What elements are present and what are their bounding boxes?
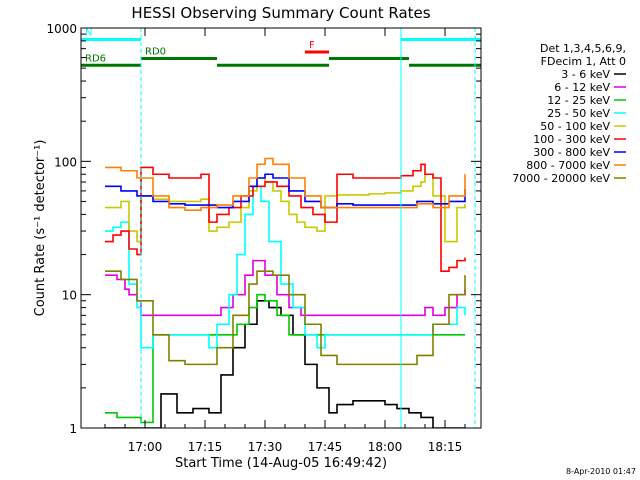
x-tick-label: 17:45 [308, 440, 343, 454]
legend-header-line: Det 1,3,4,5,6,9, [540, 42, 626, 55]
annotation-label-f: F [309, 40, 315, 51]
x-tick-label: 17:15 [188, 440, 223, 454]
x-tick-label: 18:00 [368, 440, 403, 454]
legend-entry-label: 50 - 100 keV [540, 120, 610, 133]
legend-header-line: FDecim 1, Att 0 [541, 55, 626, 68]
series-line-6 [105, 163, 466, 272]
legend-entry-label: 300 - 800 keV [533, 146, 610, 159]
generated-timestamp: 8-Apr-2010 01:47 [566, 467, 636, 476]
x-tick-label: 17:00 [128, 440, 163, 454]
y-tick-label: 100 [54, 155, 77, 169]
legend-entry-label: 800 - 7000 keV [526, 159, 610, 172]
series-line-5 [105, 173, 466, 243]
legend-entry-label: 25 - 50 keV [547, 107, 610, 120]
y-axis-label: Count Rate (s⁻¹ detector⁻¹) [33, 140, 48, 317]
series-line-8 [105, 157, 466, 212]
annotations-layer: N F RD0 RD6 [81, 27, 481, 67]
legend-entry-label: 7000 - 20000 keV [512, 172, 610, 185]
series-layer [105, 157, 466, 428]
x-axis: 17:00 17:15 17:30 17:45 18:00 18:15 [104, 28, 466, 454]
y-axis: 1 10 100 1000 [46, 22, 481, 436]
x-tick-label: 18:15 [428, 440, 463, 454]
plot-frame [80, 27, 482, 429]
series-line-1 [105, 299, 465, 428]
legend-entry-label: 6 - 12 keV [554, 81, 610, 94]
legend: Det 1,3,4,5,6,9,FDecim 1, Att 03 - 6 keV… [512, 42, 626, 185]
y-tick-label: 1 [69, 422, 77, 436]
y-tick-label: 1000 [46, 22, 77, 36]
series-line-9 [105, 270, 466, 366]
annotation-label-rd0: RD0 [145, 47, 166, 58]
legend-entry-label: 100 - 300 keV [533, 133, 610, 146]
annotation-label-rd6: RD6 [85, 53, 106, 64]
chart-title: HESSI Observing Summary Count Rates [131, 4, 430, 22]
x-tick-label: 17:30 [248, 440, 283, 454]
x-axis-label: Start Time (14-Aug-05 16:49:42) [175, 456, 387, 471]
annotation-label-n: N [85, 27, 92, 38]
legend-entry-label: 3 - 6 keV [561, 68, 610, 81]
vertical-markers-layer [140, 28, 476, 428]
y-tick-label: 10 [62, 289, 77, 303]
series-line-4 [105, 185, 466, 349]
legend-entry-label: 12 - 25 keV [547, 94, 610, 107]
